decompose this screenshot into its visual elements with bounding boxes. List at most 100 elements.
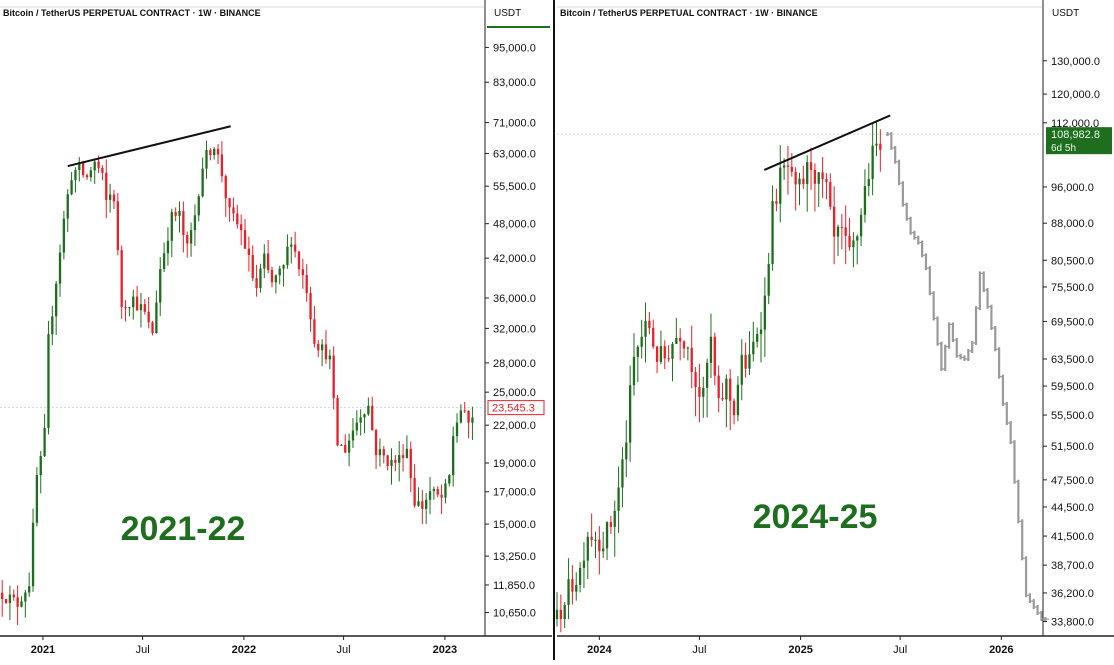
- candle: [166, 227, 170, 266]
- candle-body: [81, 162, 85, 176]
- candle: [16, 585, 19, 626]
- candle: [35, 467, 39, 527]
- candle: [863, 169, 867, 223]
- y-tick-label: 48,000.0: [493, 219, 536, 231]
- y-tick-label: 63,500.0: [1051, 354, 1094, 366]
- candle-body: [463, 410, 466, 412]
- candle: [856, 234, 859, 265]
- candle-body: [702, 387, 705, 397]
- candle-body: [93, 161, 96, 171]
- candle-body: [147, 311, 150, 323]
- candle-body: [582, 560, 586, 568]
- candle: [609, 515, 613, 535]
- y-tick-label: 42,000.0: [493, 253, 536, 265]
- candle-body: [852, 240, 855, 248]
- candle: [759, 311, 763, 363]
- candle-body: [224, 176, 227, 199]
- candle-body: [648, 320, 651, 329]
- candle-body: [371, 405, 374, 431]
- candle: [151, 320, 154, 336]
- candle: [840, 214, 843, 250]
- candle-body: [856, 236, 859, 241]
- candle-body: [151, 322, 154, 334]
- candle-body: [782, 165, 786, 168]
- candle-body: [729, 378, 732, 401]
- projection-bars: [886, 132, 1050, 622]
- candle: [425, 493, 428, 524]
- candle-body: [771, 201, 774, 265]
- candle-body: [170, 212, 173, 241]
- candle: [266, 240, 270, 274]
- candle-body: [444, 483, 447, 498]
- candle-body: [220, 154, 224, 177]
- candle: [182, 201, 185, 253]
- candle-body: [694, 372, 697, 388]
- candles: [1, 140, 474, 626]
- candle-body: [459, 410, 463, 423]
- candle: [213, 147, 216, 160]
- candle-body: [571, 579, 574, 592]
- candle-body: [143, 304, 146, 312]
- candle-body: [732, 400, 736, 416]
- y-tick-label: 120,000.0: [1051, 89, 1100, 101]
- candle: [859, 208, 863, 247]
- candle-body: [671, 343, 674, 359]
- candle-body: [85, 175, 89, 178]
- candle: [744, 342, 747, 378]
- candle: [320, 339, 324, 367]
- candle: [463, 401, 466, 414]
- candle: [413, 464, 416, 508]
- y-tick-label: 19,000.0: [493, 458, 536, 470]
- candle-body: [775, 201, 778, 204]
- candle: [621, 447, 624, 508]
- candle-body: [578, 567, 582, 585]
- candle: [752, 321, 755, 362]
- candle: [374, 428, 378, 469]
- candle: [848, 217, 851, 251]
- x-tick-label: Jul: [692, 644, 706, 656]
- candle-body: [594, 539, 597, 541]
- candle: [85, 173, 89, 180]
- candle-body: [4, 599, 8, 603]
- candle: [355, 410, 358, 436]
- candle-body: [740, 354, 743, 385]
- candle-body: [263, 253, 266, 269]
- candle-body: [586, 536, 589, 561]
- candle-body: [752, 341, 755, 355]
- candle: [452, 426, 455, 487]
- candle-body: [247, 248, 251, 255]
- period-label: 2021-22: [121, 510, 246, 548]
- candle-body: [351, 430, 355, 441]
- candle: [209, 148, 212, 161]
- candle-body: [243, 230, 247, 249]
- candle: [367, 397, 370, 416]
- candle: [832, 186, 836, 265]
- candle: [305, 264, 308, 302]
- candle: [286, 234, 289, 269]
- currency-label: USDT: [494, 8, 521, 19]
- candle-body: [413, 477, 416, 506]
- candle: [763, 277, 767, 357]
- candle: [290, 237, 293, 264]
- candle: [659, 330, 663, 365]
- candle-body: [24, 592, 27, 602]
- candle: [398, 441, 401, 482]
- candle: [193, 204, 197, 246]
- candle: [240, 214, 243, 246]
- candle-body: [440, 494, 443, 498]
- candle-body: [802, 178, 805, 184]
- candle: [401, 444, 405, 472]
- candle-body: [293, 244, 297, 252]
- candle-body: [663, 346, 666, 359]
- candle: [409, 441, 412, 493]
- candle-body: [197, 196, 200, 216]
- period-label: 2024-25: [753, 498, 878, 536]
- candle: [794, 167, 797, 211]
- candle: [232, 197, 235, 222]
- candle: [813, 163, 817, 212]
- y-tick-label: 51,500.0: [1051, 441, 1094, 453]
- y-tick-label: 10,650.0: [493, 608, 536, 620]
- candle: [351, 418, 355, 449]
- candle: [698, 363, 701, 423]
- candle: [178, 201, 181, 233]
